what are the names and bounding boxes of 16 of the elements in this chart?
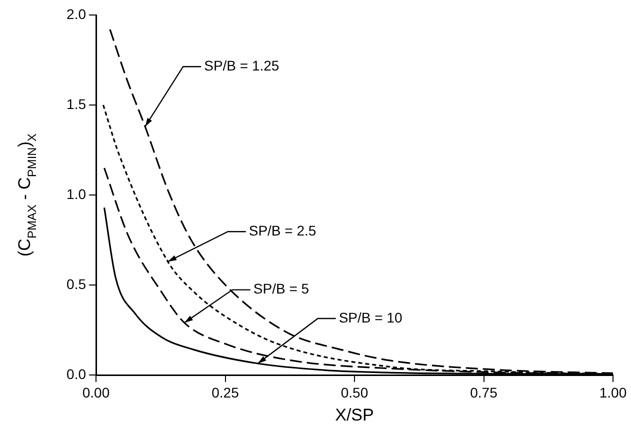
x-tick-label: 0.25 [212,384,240,400]
annotation: SP/B = 1.25 [204,57,280,74]
y-axis-title: (CPMAX - CPMIN)X [15,133,39,256]
annotation: SP/B = 5 [253,280,310,297]
x-tick-label: 0.00 [82,384,110,400]
y-tick-label: 1.5 [66,96,86,112]
x-tick-label: 1.00 [599,384,627,400]
y-tick-label: 2.0 [66,6,86,22]
y-tick-label: 1.0 [66,186,86,202]
x-axis-title: X/SP [335,405,374,424]
annotation: SP/B = 2.5 [248,222,316,238]
y-tick-label: 0.0 [66,366,86,382]
x-tick-label: 0.50 [340,384,368,400]
annotation: SP/B = 10 [338,309,402,326]
x-tick-label: 0.75 [470,384,498,400]
y-tick-label: 0.5 [66,276,86,292]
